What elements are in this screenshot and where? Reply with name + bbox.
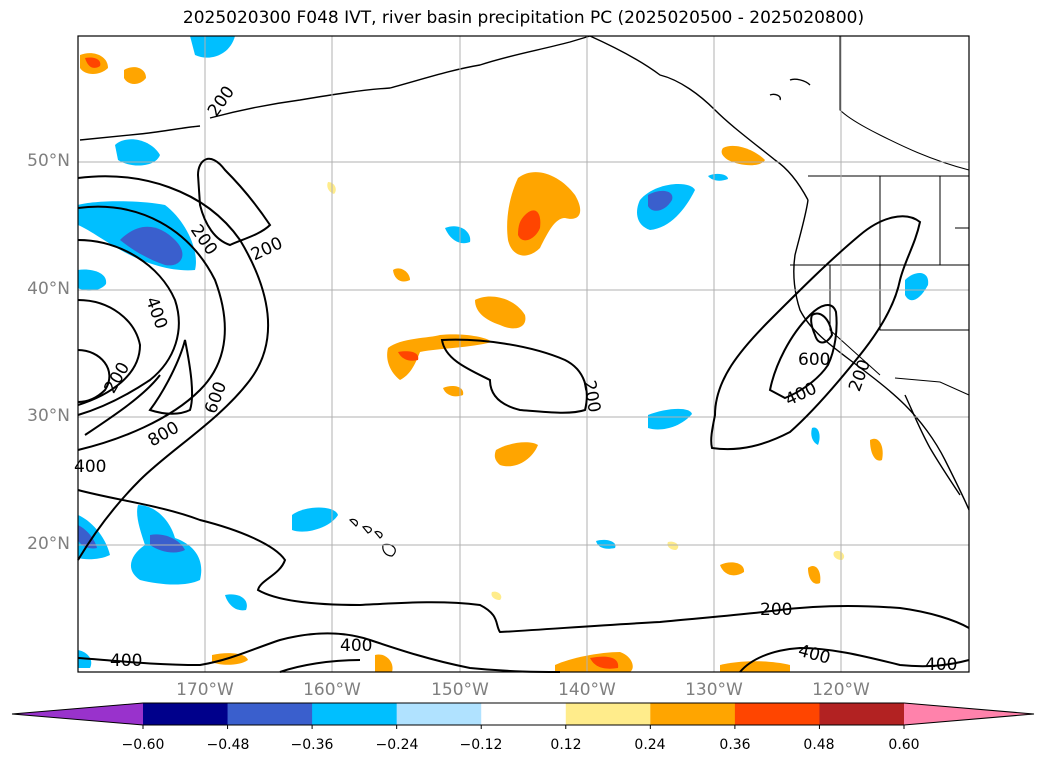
contour-label: 600	[798, 350, 830, 370]
neg-blob	[648, 408, 692, 430]
colorbar-tick-label: −0.24	[375, 737, 419, 753]
colorbar-tick-label: 0.48	[803, 737, 835, 753]
colorbar-tick-label: −0.12	[459, 737, 503, 753]
contour-label: 400	[340, 636, 372, 656]
colorbar-tick-label: 0.60	[888, 737, 920, 753]
pacific-nw-coast	[793, 199, 970, 511]
baja-coast	[904, 394, 961, 496]
ivt-contours	[77, 157, 970, 673]
pos-blob	[721, 145, 765, 166]
coastlines	[79, 35, 970, 511]
lat-label-20: 20°N	[27, 534, 70, 554]
neg-blob	[150, 534, 185, 553]
political-borders	[790, 36, 970, 396]
pos-blob	[518, 210, 541, 241]
neg-blob	[78, 269, 107, 291]
graticule	[78, 36, 969, 672]
aleutians	[79, 125, 201, 141]
pos-blob	[85, 57, 101, 68]
neg-blob	[190, 36, 235, 58]
pos-blob	[720, 562, 745, 576]
pos-blob	[475, 296, 526, 329]
pos-blob	[590, 656, 619, 669]
neg-blob	[596, 539, 616, 549]
pos-blob	[720, 661, 790, 672]
neg-blob	[445, 226, 471, 244]
lon-label-130w: 130°W	[685, 680, 743, 700]
pos-blob	[667, 541, 679, 550]
lat-label-50: 50°N	[27, 151, 70, 171]
map-background	[78, 36, 969, 672]
neg-blob	[292, 507, 338, 532]
neg-blob	[120, 226, 183, 266]
colorbar-tick-label: −0.48	[206, 737, 250, 753]
lon-label-150w: 150°W	[431, 680, 489, 700]
neg-blob	[225, 594, 247, 611]
lon-label-140w: 140°W	[558, 680, 616, 700]
alaska-border	[839, 36, 970, 171]
pos-blob	[393, 268, 410, 282]
colorbar-tick-label: 0.36	[719, 737, 751, 753]
state-border	[879, 265, 969, 331]
pos-blob	[808, 565, 821, 584]
contour-label: 200	[760, 600, 792, 620]
lat-label-40: 40°N	[27, 279, 70, 299]
pos-blob	[375, 654, 393, 672]
contour-label: 400	[110, 651, 142, 671]
colorbar-tick-label: 0.24	[634, 737, 666, 753]
mexico-border	[894, 377, 970, 396]
pos-blob	[443, 386, 464, 397]
lon-label-120w: 120°W	[812, 680, 870, 700]
gulf-alaska-coast	[589, 35, 809, 201]
pos-blob	[398, 351, 419, 361]
pos-blob	[124, 67, 146, 84]
island	[769, 93, 782, 101]
colorbar-tick-label: −0.36	[290, 737, 334, 753]
lon-label-160w: 160°W	[303, 680, 361, 700]
alaska-coast	[209, 35, 591, 119]
island	[789, 78, 811, 86]
pos-blob	[870, 438, 883, 461]
map-frame	[77, 35, 970, 673]
lat-label-30: 30°N	[27, 406, 70, 426]
contour-label: 400	[925, 655, 957, 675]
pos-blob	[387, 334, 492, 380]
contour-label: 400	[74, 457, 106, 477]
neg-blob	[708, 173, 728, 181]
neg-blob	[115, 139, 160, 166]
pos-blob	[491, 591, 502, 600]
pos-blob	[212, 653, 248, 665]
map-title: 2025020300 F048 IVT, river basin precipi…	[182, 8, 865, 28]
neg-blob	[905, 273, 929, 301]
neg-blob	[78, 525, 97, 549]
pos-blob	[494, 442, 538, 467]
neg-blob	[811, 427, 820, 445]
lon-label-170w: 170°W	[176, 680, 234, 700]
colorbar-tick-label: 0.12	[550, 737, 582, 753]
neg-blob	[648, 190, 673, 211]
state-border	[829, 265, 881, 376]
colorbar-tick-label: −0.60	[121, 737, 165, 753]
